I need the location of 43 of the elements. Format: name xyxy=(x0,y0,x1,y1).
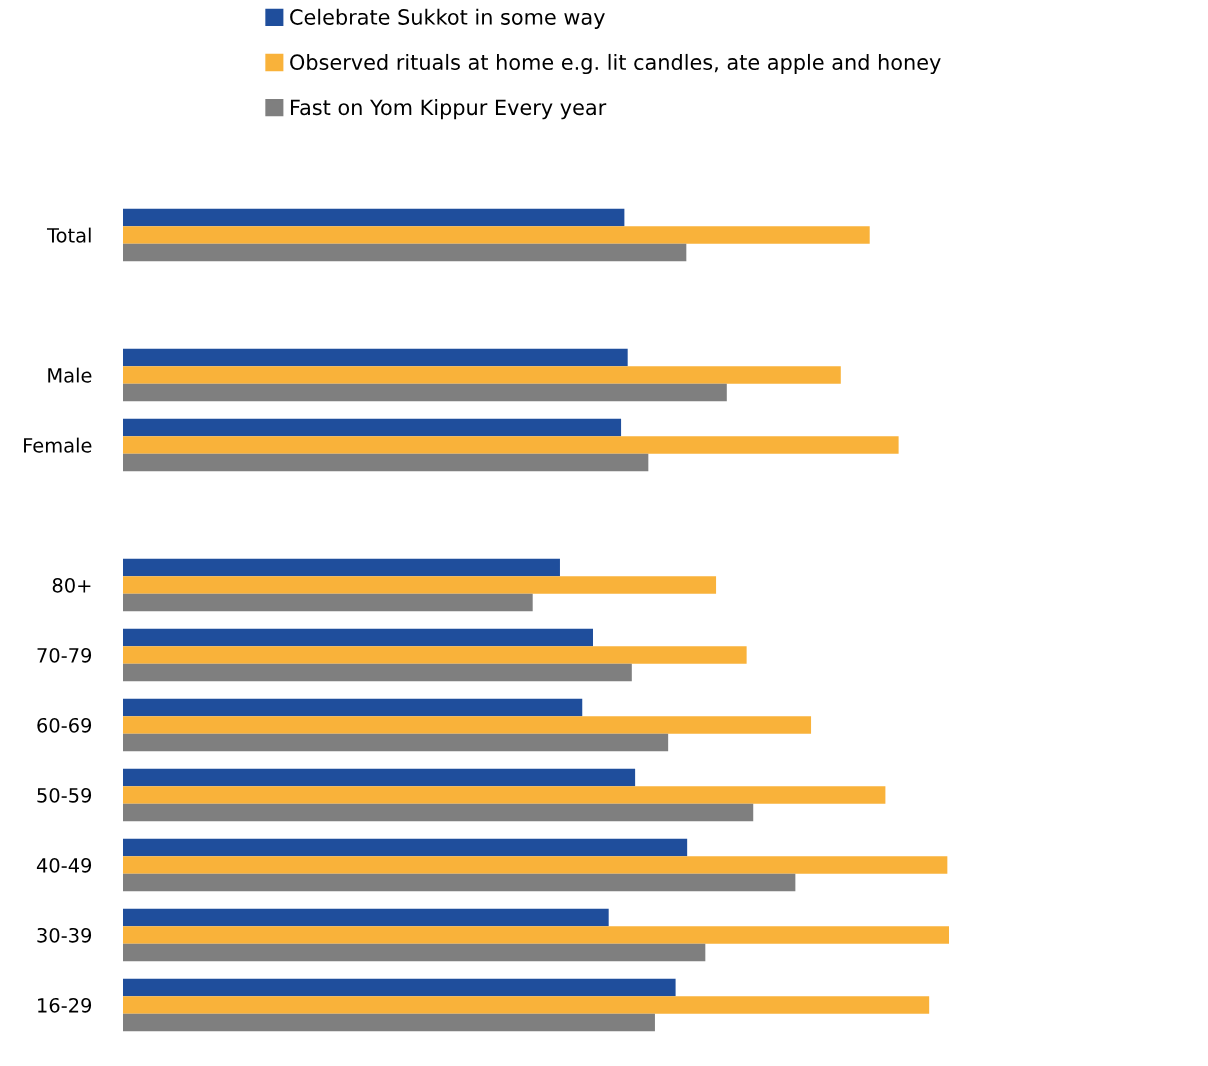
bar xyxy=(123,436,899,454)
legend-label: Observed rituals at home e.g. lit candles, ate apple and honey xyxy=(290,53,941,75)
y-tick-label: 70-79 xyxy=(37,647,92,663)
bar xyxy=(123,838,688,857)
bar xyxy=(123,348,628,367)
bar xyxy=(123,768,636,787)
bar xyxy=(123,663,632,682)
y-tick-label: Female xyxy=(24,437,92,453)
y-tick-label: 80+ xyxy=(52,577,91,593)
bar xyxy=(123,873,796,892)
y-tick-label: 60-69 xyxy=(37,717,92,733)
bar xyxy=(123,716,812,734)
bar xyxy=(123,803,754,822)
bar xyxy=(123,978,676,997)
bar xyxy=(123,383,727,402)
bar xyxy=(123,366,841,384)
bar xyxy=(123,926,949,944)
bar xyxy=(123,243,687,262)
bar xyxy=(123,698,583,717)
bar xyxy=(123,996,930,1014)
bar xyxy=(123,226,870,244)
bar xyxy=(123,576,717,594)
bar xyxy=(123,558,560,577)
bar xyxy=(123,628,593,647)
y-tick-label: 30-39 xyxy=(37,927,92,943)
bar xyxy=(123,646,747,664)
bar xyxy=(123,593,533,612)
legend-label: Celebrate Sukkot in some way xyxy=(290,8,605,29)
y-tick-label: 50-59 xyxy=(37,787,92,803)
y-tick-label: 16-29 xyxy=(38,997,92,1013)
bar xyxy=(123,208,625,227)
y-tick-label: 40-49 xyxy=(36,857,92,873)
bar xyxy=(123,943,706,962)
y-tick-label: Total xyxy=(46,227,91,243)
bar xyxy=(123,908,609,927)
y-tick-label: Male xyxy=(48,367,92,383)
bar xyxy=(123,856,948,874)
bar xyxy=(123,418,622,437)
bar xyxy=(123,453,649,472)
bar xyxy=(123,786,886,804)
bar xyxy=(123,1013,655,1032)
legend-label: Fast on Yom Kippur Every year xyxy=(290,99,607,120)
bar xyxy=(123,733,669,752)
